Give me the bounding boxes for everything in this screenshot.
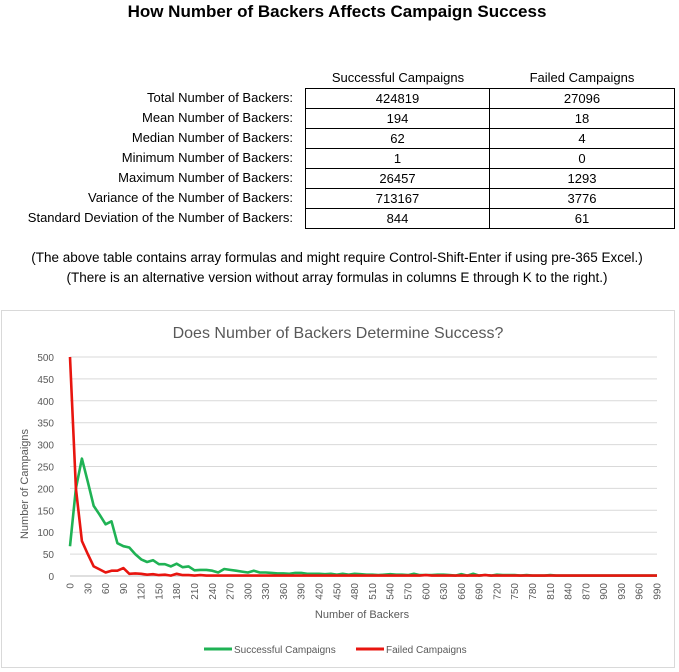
stat-failed-value: 18 [489,108,675,129]
x-tick-label: 510 [368,583,379,600]
stat-successful-value: 194 [305,108,490,129]
note-array-formulas: (The above table contains array formulas… [31,250,643,265]
stat-successful-value: 844 [305,208,490,229]
x-axis-label: Number of Backers [315,609,410,621]
stat-row-label: Total Number of Backers: [147,90,293,105]
y-tick-label: 150 [37,506,54,517]
y-tick-label: 400 [37,397,54,408]
stat-failed-value: 61 [489,208,675,229]
y-tick-label: 350 [37,419,54,430]
x-tick-label: 450 [332,583,343,600]
stat-successful-value: 424819 [305,88,490,109]
stat-successful-value: 62 [305,128,490,149]
x-tick-label: 780 [528,583,539,600]
stat-row-label: Standard Deviation of the Number of Back… [27,210,293,225]
chart-title: Does Number of Backers Determine Success… [173,325,504,342]
legend-label: Failed Campaigns [386,645,467,656]
y-tick-label: 300 [37,441,54,452]
stat-row-label: Variance of the Number of Backers: [88,190,293,205]
x-tick-label: 840 [564,583,575,600]
x-tick-label: 570 [403,583,414,600]
x-tick-label: 360 [279,583,290,600]
x-tick-label: 990 [653,583,664,600]
stat-row-label: Median Number of Backers: [131,130,293,145]
stat-successful-value: 713167 [305,188,490,209]
x-tick-label: 960 [635,583,646,600]
stat-failed-value: 1293 [489,168,675,189]
series-line-successful [68,457,657,577]
stat-row-label: Minimum Number of Backers: [121,150,293,165]
x-tick-label: 690 [475,583,486,600]
x-tick-label: 810 [546,583,557,600]
y-axis-label: Number of Campaigns [19,428,31,539]
x-tick-label: 270 [226,583,237,600]
x-tick-label: 930 [617,583,628,600]
x-tick-label: 150 [154,583,165,600]
x-tick-label: 900 [599,583,610,600]
legend-label: Successful Campaigns [234,645,336,656]
y-tick-label: 100 [37,528,54,539]
x-tick-label: 870 [581,583,592,600]
stat-successful-value: 1 [305,148,490,169]
x-tick-label: 420 [315,583,326,600]
x-tick-label: 540 [386,583,397,600]
stat-failed-value: 4 [489,128,675,149]
x-tick-label: 330 [261,583,272,600]
stat-failed-value: 0 [489,148,675,169]
chart-area[interactable]: Does Number of Backers Determine Success… [1,310,675,668]
x-tick-label: 240 [208,583,219,600]
series-line-failed [68,356,657,577]
y-tick-label: 0 [48,572,54,583]
y-tick-label: 450 [37,375,54,386]
x-tick-label: 720 [492,583,503,600]
x-tick-label: 630 [439,583,450,600]
x-tick-label: 660 [457,583,468,600]
y-tick-label: 200 [37,484,54,495]
y-tick-label: 500 [37,353,54,364]
x-tick-label: 60 [101,583,112,595]
x-tick-label: 90 [119,583,130,595]
x-tick-label: 300 [243,583,254,600]
chart-legend: Successful Campaigns Failed Campaigns [204,645,467,656]
x-tick-label: 210 [190,583,201,600]
x-tick-label: 390 [297,583,308,600]
page-title: How Number of Backers Affects Campaign S… [127,2,547,21]
x-tick-label: 120 [137,583,148,600]
x-tick-label: 480 [350,583,361,600]
note-alternative-version: (There is an alternative version without… [66,270,608,285]
stat-row-label: Mean Number of Backers: [141,110,293,125]
stat-row-label: Maximum Number of Backers: [118,170,293,185]
backers-line-chart: Does Number of Backers Determine Success… [19,325,664,656]
stat-successful-value: 26457 [305,168,490,189]
x-tick-label: 180 [172,583,183,600]
y-tick-label: 50 [43,550,55,561]
x-tick-label: 600 [421,583,432,600]
stat-failed-value: 3776 [489,188,675,209]
x-tick-label: 0 [66,583,77,589]
x-tick-label: 30 [83,583,94,595]
header-failed: Failed Campaigns [529,70,635,85]
x-tick-label: 750 [510,583,521,600]
y-tick-label: 250 [37,463,54,474]
header-successful: Successful Campaigns [331,70,465,85]
stat-failed-value: 27096 [489,88,675,109]
